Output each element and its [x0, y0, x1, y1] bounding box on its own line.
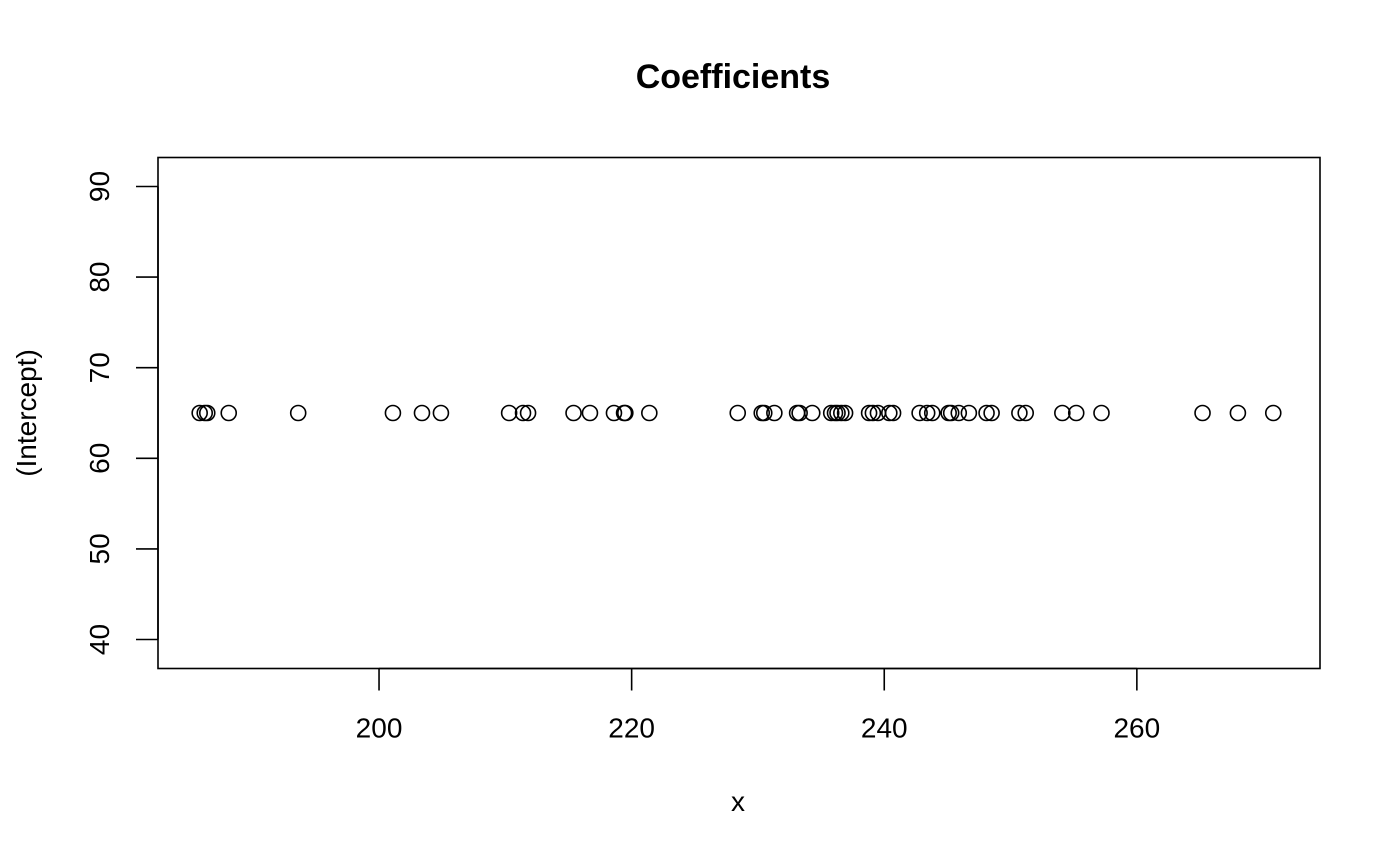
data-point [605, 404, 623, 422]
data-point [1054, 404, 1071, 422]
data-point [983, 404, 1000, 422]
data-point [413, 404, 431, 422]
x-tick-label: 240 [861, 713, 908, 744]
data-point [220, 404, 238, 422]
data-point [918, 404, 936, 422]
data-point [1194, 404, 1211, 422]
data-point [791, 404, 808, 422]
y-axis: 40 50 60 70 80 90 [84, 171, 159, 655]
data-point [1017, 404, 1035, 422]
data-point [836, 404, 854, 422]
data-point [803, 404, 821, 422]
data-point [864, 404, 882, 422]
data-point [581, 404, 599, 422]
x-axis-label: x [731, 786, 745, 817]
y-axis-label: (Intercept) [11, 349, 42, 477]
data-points [191, 404, 1282, 422]
chart-title: Coefficients [635, 58, 831, 96]
data-point [833, 404, 850, 422]
data-point [191, 404, 208, 422]
data-point [923, 404, 941, 422]
y-tick-label: 90 [84, 171, 115, 202]
data-point [615, 404, 633, 422]
data-point [1067, 404, 1085, 422]
data-point [829, 404, 846, 422]
data-point [514, 404, 532, 422]
data-point [911, 404, 928, 422]
data-point [942, 404, 960, 422]
data-point [289, 404, 307, 422]
data-point [860, 404, 878, 422]
data-point [960, 404, 978, 422]
data-point [881, 404, 898, 422]
y-tick-label: 60 [84, 443, 115, 474]
data-point [1093, 404, 1110, 422]
data-point [500, 404, 518, 422]
plot-frame [157, 156, 1321, 670]
data-point [519, 404, 537, 422]
data-point [432, 404, 450, 422]
data-point [950, 404, 968, 422]
data-point [766, 404, 783, 422]
data-point [755, 404, 773, 422]
y-tick-label: 80 [84, 262, 115, 293]
x-axis: 200 220 240 260 [356, 667, 1160, 744]
x-tick-label: 260 [1113, 713, 1160, 744]
data-point [1229, 404, 1247, 422]
data-point [198, 404, 216, 422]
data-point [617, 404, 634, 422]
x-tick-label: 220 [608, 713, 655, 744]
y-tick-label: 50 [84, 533, 115, 564]
x-tick-label: 200 [356, 713, 403, 744]
data-point [729, 404, 747, 422]
data-point [1011, 404, 1028, 422]
y-tick-label: 40 [84, 624, 115, 655]
data-point [978, 404, 995, 422]
data-point [565, 404, 582, 422]
data-point [884, 404, 902, 422]
data-point [822, 404, 840, 422]
data-point [1264, 404, 1282, 422]
y-tick-label: 70 [84, 352, 115, 383]
data-point [384, 404, 402, 422]
data-point [641, 404, 658, 422]
